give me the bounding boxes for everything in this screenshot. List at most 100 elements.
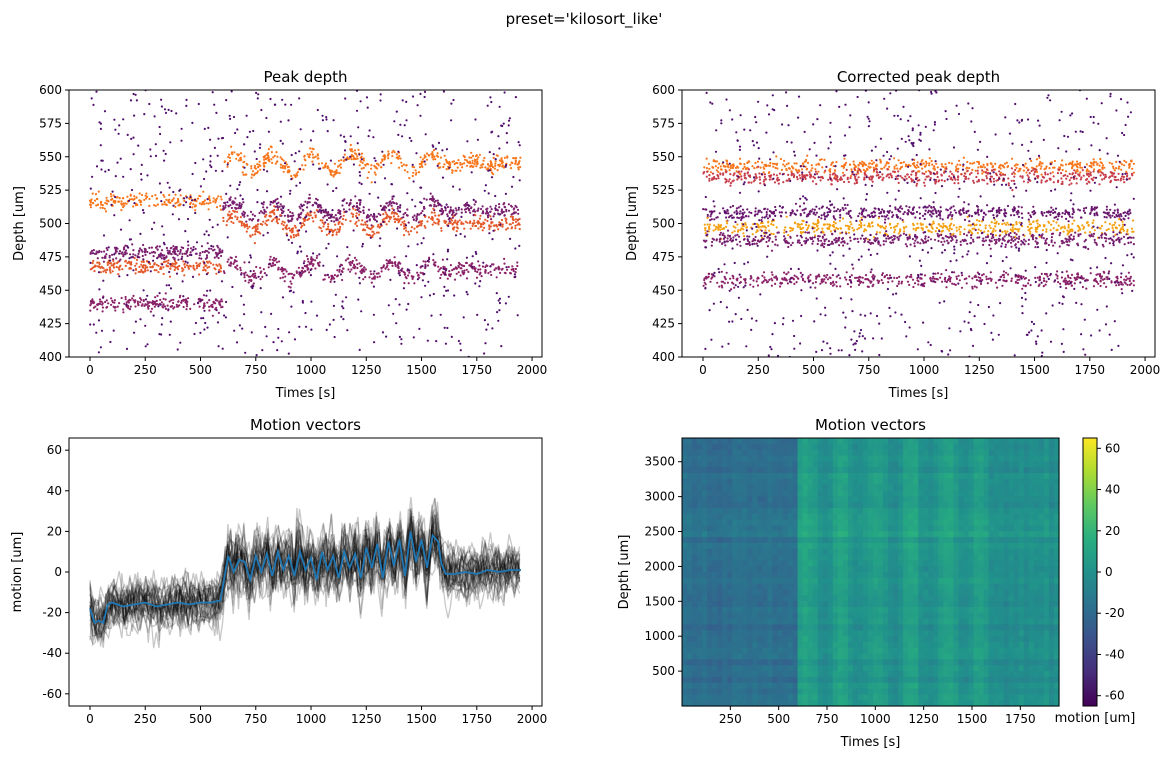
scatter-point xyxy=(92,302,95,305)
scatter-point xyxy=(323,214,326,217)
scatter-point xyxy=(355,224,359,227)
scatter-point xyxy=(863,176,866,179)
scatter-point xyxy=(445,148,449,151)
scatter-point xyxy=(186,254,189,258)
scatter-point xyxy=(360,182,363,186)
scatter-point xyxy=(517,168,520,171)
scatter-point xyxy=(715,169,718,172)
scatter-point xyxy=(127,299,130,302)
scatter-point xyxy=(493,268,496,272)
scatter-point xyxy=(948,161,951,164)
scatter-point xyxy=(388,259,392,262)
scatter-point xyxy=(372,136,375,139)
scatter-point xyxy=(720,168,723,171)
scatter-point xyxy=(451,211,454,214)
scatter-point xyxy=(218,301,221,304)
scatter-point xyxy=(440,208,443,211)
scatter-point xyxy=(710,213,713,216)
scatter-point xyxy=(108,254,111,257)
scatter-point xyxy=(927,209,931,212)
scatter-point xyxy=(243,273,246,277)
scatter-point xyxy=(130,137,133,140)
scatter-point xyxy=(1123,159,1126,162)
scatter-point xyxy=(471,265,474,268)
scatter-point xyxy=(362,157,365,160)
scatter-point xyxy=(318,264,321,267)
scatter-point xyxy=(863,173,866,176)
scatter-point xyxy=(292,291,295,294)
scatter-point xyxy=(772,173,776,176)
scatter-point xyxy=(442,267,445,270)
scatter-point xyxy=(999,163,1002,166)
scatter-point xyxy=(248,225,251,228)
scatter-point xyxy=(452,228,455,231)
scatter-point xyxy=(911,208,915,211)
scatter-point xyxy=(132,294,135,297)
scatter-point xyxy=(336,255,339,258)
scatter-point xyxy=(379,213,382,217)
scatter-point xyxy=(814,168,817,171)
scatter-point xyxy=(1115,160,1118,163)
scatter-point xyxy=(940,163,943,166)
scatter-point xyxy=(471,262,474,265)
scatter-point xyxy=(202,266,205,269)
scatter-point xyxy=(432,158,435,161)
scatter-point xyxy=(129,99,133,102)
scatter-point xyxy=(180,267,184,270)
scatter-point xyxy=(315,209,318,212)
scatter-point xyxy=(194,161,197,165)
scatter-point xyxy=(925,175,928,178)
scatter-point xyxy=(294,152,297,155)
scatter-point xyxy=(274,162,277,165)
scatter-point xyxy=(496,209,499,212)
scatter-point xyxy=(375,231,379,234)
scatter-point xyxy=(262,234,265,237)
scatter-point xyxy=(204,264,207,267)
scatter-point xyxy=(459,161,462,164)
scatter-point xyxy=(197,298,200,301)
scatter-point xyxy=(356,157,359,160)
scatter-point xyxy=(743,174,746,177)
scatter-point xyxy=(373,157,376,160)
scatter-point xyxy=(159,191,163,194)
scatter-point xyxy=(449,273,452,276)
scatter-point xyxy=(1120,168,1123,171)
scatter-point xyxy=(371,215,374,218)
scatter-point xyxy=(868,166,871,169)
scatter-point xyxy=(195,267,198,270)
scatter-point xyxy=(352,213,355,216)
scatter-point xyxy=(724,181,727,184)
scatter-point xyxy=(485,212,488,215)
scatter-point xyxy=(739,210,742,213)
scatter-point xyxy=(333,162,336,165)
scatter-point xyxy=(276,349,279,352)
scatter-point xyxy=(100,300,103,303)
scatter-point xyxy=(1033,170,1036,174)
scatter-point xyxy=(241,327,244,330)
scatter-point xyxy=(495,154,498,157)
scatter-point xyxy=(151,195,154,198)
scatter-point xyxy=(454,219,457,222)
scatter-point xyxy=(133,301,136,304)
scatter-point xyxy=(167,308,170,311)
scatter-point xyxy=(134,93,137,96)
scatter-point xyxy=(322,264,325,267)
scatter-point xyxy=(205,170,208,173)
scatter-point xyxy=(485,328,488,331)
y-tick-label: 600 xyxy=(39,83,62,97)
scatter-point xyxy=(356,263,359,266)
scatter-point xyxy=(228,210,231,213)
scatter-point xyxy=(154,154,158,157)
scatter-point xyxy=(785,168,788,171)
scatter-point xyxy=(207,208,210,211)
scatter-point xyxy=(214,201,217,204)
scatter-point xyxy=(463,235,466,238)
scatter-point xyxy=(138,247,142,250)
scatter-point xyxy=(438,214,441,217)
scatter-point xyxy=(125,303,128,306)
scatter-point xyxy=(751,165,754,168)
scatter-point xyxy=(140,298,143,301)
scatter-point xyxy=(207,251,210,254)
scatter-point xyxy=(390,162,393,165)
scatter-point xyxy=(466,293,469,296)
